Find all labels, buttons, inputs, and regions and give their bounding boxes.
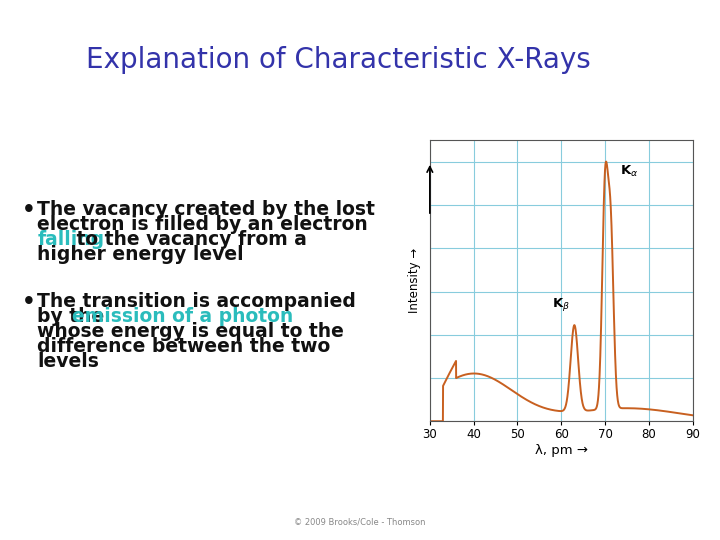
- Text: The transition is accompanied: The transition is accompanied: [37, 292, 356, 310]
- X-axis label: λ, pm →: λ, pm →: [535, 444, 588, 457]
- Text: higher energy level: higher energy level: [37, 245, 244, 264]
- Text: whose energy is equal to the: whose energy is equal to the: [37, 322, 344, 341]
- Text: $\mathbf{K}_{\alpha}$: $\mathbf{K}_{\alpha}$: [621, 164, 639, 179]
- Text: falling: falling: [37, 230, 104, 249]
- Text: emission of a photon: emission of a photon: [72, 307, 293, 326]
- Text: electron is filled by an electron: electron is filled by an electron: [37, 215, 368, 234]
- Text: difference between the two: difference between the two: [37, 337, 330, 356]
- Text: $\mathbf{K}_{\beta}$: $\mathbf{K}_{\beta}$: [552, 296, 570, 313]
- Text: © 2009 Brooks/Cole - Thomson: © 2009 Brooks/Cole - Thomson: [294, 517, 426, 526]
- Text: by the: by the: [37, 307, 111, 326]
- Text: •: •: [22, 292, 35, 312]
- Text: •: •: [22, 200, 35, 220]
- Text: The vacancy created by the lost: The vacancy created by the lost: [37, 200, 375, 219]
- Text: Explanation of Characteristic X-Rays: Explanation of Characteristic X-Rays: [86, 46, 591, 74]
- Text: levels: levels: [37, 352, 99, 371]
- Text: to the vacancy from a: to the vacancy from a: [70, 230, 307, 249]
- Y-axis label: Intensity →: Intensity →: [408, 248, 420, 313]
